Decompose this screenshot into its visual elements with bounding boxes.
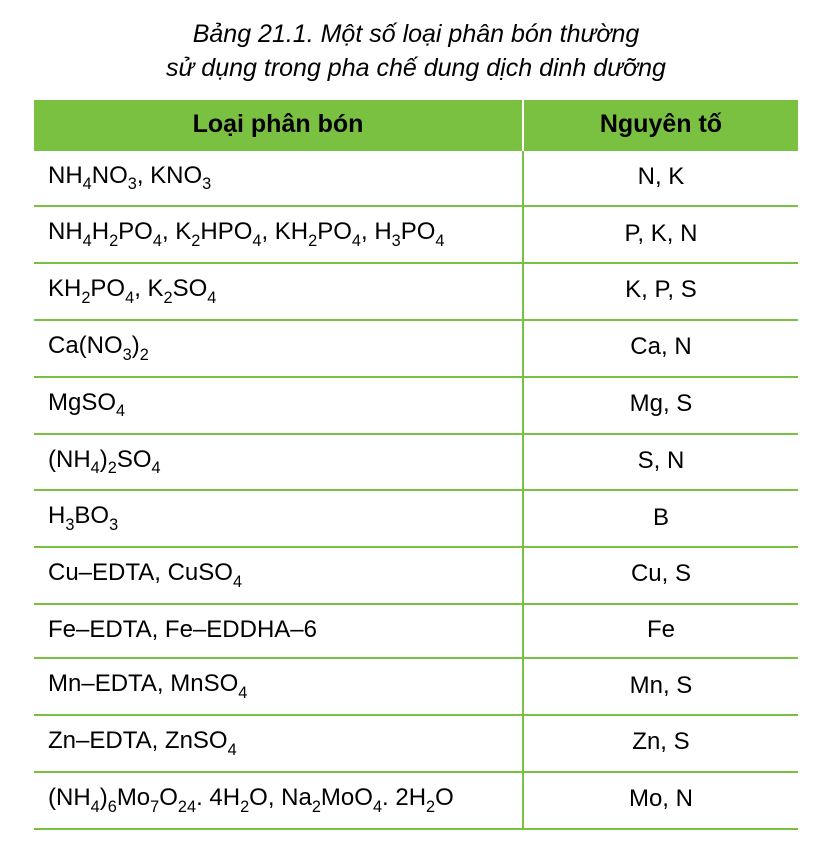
table-body: NH4NO3, KNO3N, KNH4H2PO4, K2HPO4, KH2PO4…: [34, 151, 798, 829]
cell-elements: K, P, S: [523, 263, 798, 320]
cell-fertilizer: NH4H2PO4, K2HPO4, KH2PO4, H3PO4: [34, 206, 523, 263]
table-row: H3BO3B: [34, 490, 798, 547]
fertilizer-table: Loại phân bón Nguyên tố NH4NO3, KNO3N, K…: [34, 100, 798, 830]
cell-fertilizer: Mn–EDTA, MnSO4: [34, 658, 523, 715]
cell-elements: Zn, S: [523, 715, 798, 772]
page: Bảng 21.1. Một số loại phân bón thường s…: [0, 0, 832, 854]
cell-fertilizer: (NH4)2SO4: [34, 434, 523, 491]
cell-elements: Mo, N: [523, 772, 798, 829]
cell-elements: Mg, S: [523, 377, 798, 434]
cell-elements: Cu, S: [523, 547, 798, 604]
cell-elements: S, N: [523, 434, 798, 491]
col-header-fertilizer: Loại phân bón: [34, 100, 523, 151]
table-row: Mn–EDTA, MnSO4Mn, S: [34, 658, 798, 715]
table-row: NH4H2PO4, K2HPO4, KH2PO4, H3PO4P, K, N: [34, 206, 798, 263]
cell-fertilizer: Zn–EDTA, ZnSO4: [34, 715, 523, 772]
table-row: (NH4)6Mo7O24. 4H2O, Na2MoO4. 2H2OMo, N: [34, 772, 798, 829]
table-row: KH2PO4, K2SO4K, P, S: [34, 263, 798, 320]
cell-elements: B: [523, 490, 798, 547]
caption-line-2: sử dụng trong pha chế dung dịch dinh dưỡ…: [166, 54, 666, 82]
table-row: NH4NO3, KNO3N, K: [34, 151, 798, 207]
cell-elements: N, K: [523, 151, 798, 207]
table-row: (NH4)2SO4S, N: [34, 434, 798, 491]
cell-fertilizer: Ca(NO3)2: [34, 320, 523, 377]
cell-fertilizer: (NH4)6Mo7O24. 4H2O, Na2MoO4. 2H2O: [34, 772, 523, 829]
table-row: Cu–EDTA, CuSO4Cu, S: [34, 547, 798, 604]
cell-fertilizer: H3BO3: [34, 490, 523, 547]
cell-elements: Mn, S: [523, 658, 798, 715]
cell-fertilizer: NH4NO3, KNO3: [34, 151, 523, 207]
table-header-row: Loại phân bón Nguyên tố: [34, 100, 798, 151]
table-row: MgSO4Mg, S: [34, 377, 798, 434]
table-row: Ca(NO3)2Ca, N: [34, 320, 798, 377]
cell-fertilizer: Fe–EDTA, Fe–EDDHA–6: [34, 604, 523, 658]
cell-fertilizer: Cu–EDTA, CuSO4: [34, 547, 523, 604]
cell-elements: Ca, N: [523, 320, 798, 377]
table-row: Zn–EDTA, ZnSO4Zn, S: [34, 715, 798, 772]
col-header-elements: Nguyên tố: [523, 100, 798, 151]
caption-line-1: Bảng 21.1. Một số loại phân bón thường: [193, 20, 640, 48]
cell-fertilizer: KH2PO4, K2SO4: [34, 263, 523, 320]
cell-fertilizer: MgSO4: [34, 377, 523, 434]
cell-elements: Fe: [523, 604, 798, 658]
table-row: Fe–EDTA, Fe–EDDHA–6Fe: [34, 604, 798, 658]
cell-elements: P, K, N: [523, 206, 798, 263]
table-caption: Bảng 21.1. Một số loại phân bón thường s…: [34, 18, 798, 86]
